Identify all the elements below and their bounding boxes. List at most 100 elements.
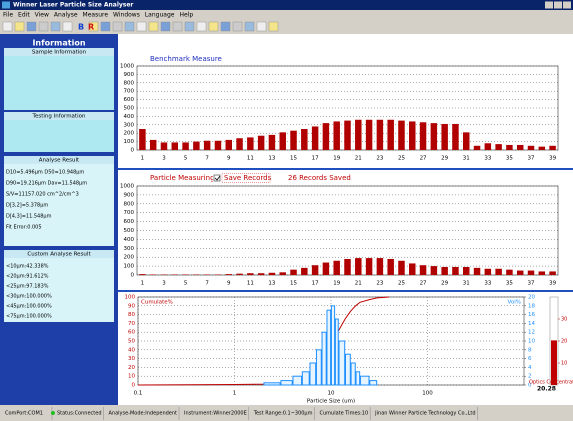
bar [301, 267, 308, 275]
bar [484, 268, 492, 275]
toolbar-button[interactable] [244, 21, 255, 32]
histogram-bar [321, 331, 327, 386]
checkbox[interactable] [213, 174, 221, 182]
histogram-bar [330, 305, 336, 386]
bar [247, 137, 254, 150]
menu-item[interactable]: Windows [113, 12, 140, 19]
separator [118, 168, 573, 170]
records-status: 26 Records Saved [288, 174, 351, 182]
gauge-bar [551, 340, 557, 385]
toolbar-button[interactable] [208, 21, 219, 32]
bar [419, 265, 427, 275]
toolbar-button[interactable] [184, 21, 195, 32]
bar [376, 258, 384, 275]
bar [355, 258, 362, 275]
y-tick-label: 100 [124, 264, 135, 270]
toolbar-button[interactable] [2, 21, 13, 32]
x-tick-label: 23 [376, 281, 383, 287]
menu-item[interactable]: View [35, 12, 49, 19]
x-tick-label: 13 [268, 156, 275, 162]
histogram-bar [338, 340, 346, 386]
minimize-button[interactable] [545, 1, 553, 9]
x-tick-label: 1 [141, 156, 145, 162]
bar [549, 271, 556, 275]
toolbar-button[interactable] [196, 21, 207, 32]
toolbar-button[interactable] [220, 21, 231, 32]
bar [171, 142, 179, 150]
toolbar-button[interactable] [160, 21, 171, 32]
close-button[interactable] [563, 1, 571, 9]
toolbar-button[interactable] [148, 21, 159, 32]
bar [311, 265, 319, 275]
custom-line: <30μm:100.000% [6, 294, 52, 300]
toolbar-button[interactable] [256, 21, 267, 32]
toolbar-button[interactable] [136, 21, 147, 32]
toolbar-button[interactable] [50, 21, 61, 32]
section-title: Sample Information [32, 50, 87, 56]
histogram-bar [369, 380, 378, 386]
y2-tick-label: 8 [528, 347, 532, 353]
charts: Benchmark Measure01002003004005006007008… [120, 55, 573, 405]
menu-item[interactable]: Language [145, 12, 175, 19]
status-item: Jinan Winner Particle Technology Co.,Ltd [374, 411, 475, 417]
bar [506, 144, 513, 150]
toolbar-button[interactable] [268, 21, 279, 32]
toolbar-button[interactable] [124, 21, 135, 32]
toolbar-button[interactable] [100, 21, 111, 32]
y-tick-label: 0 [131, 148, 135, 154]
bar [322, 262, 330, 275]
section-header [4, 112, 114, 120]
toolbar-button[interactable] [88, 21, 99, 32]
y-tick-label: 800 [124, 80, 135, 86]
y-tick-label: 1000 [120, 184, 134, 190]
bar [344, 258, 351, 275]
menu-item[interactable]: Edit [18, 12, 30, 19]
gauge-tick-label: 10 [561, 361, 567, 367]
chart-title: Benchmark Measure [150, 55, 222, 63]
menu-item[interactable]: File [3, 12, 13, 19]
y-tick-label: 0 [131, 273, 135, 279]
status-led [50, 411, 55, 415]
toolbar-button[interactable] [172, 21, 183, 32]
checkbox-label[interactable]: Save Records [224, 174, 272, 182]
bar [538, 271, 546, 275]
toolbar-button[interactable] [14, 21, 25, 32]
bar [279, 272, 286, 275]
y-tick-label: 90 [128, 303, 135, 309]
x-tick-label: 39 [549, 156, 556, 162]
histogram-bar [263, 382, 281, 386]
menu-item[interactable]: Analyse [54, 12, 78, 19]
y2-tick-label: 6 [528, 356, 532, 362]
custom-line: <20μm:91.612% [6, 274, 49, 280]
app-icon [2, 1, 10, 9]
status-bar [0, 406, 573, 421]
x-tick-label: 33 [484, 156, 491, 162]
y2-tick-label: 12 [528, 330, 535, 336]
bar [139, 129, 146, 150]
x-tick-label: 29 [441, 156, 448, 162]
y-tick-label: 60 [128, 330, 135, 336]
toolbar-button[interactable] [112, 21, 123, 32]
y2-tick-label: 4 [528, 365, 532, 371]
maximize-button[interactable] [554, 1, 562, 9]
histogram-bar [309, 362, 317, 386]
bar [441, 266, 448, 275]
status-item: Instrument:Winner2000E [184, 411, 247, 417]
bar [355, 119, 362, 150]
y-tick-label: 900 [124, 192, 135, 198]
toolbar-button[interactable] [26, 21, 37, 32]
toolbar-button[interactable] [38, 21, 49, 32]
custom-line: <10μm:42.338% [6, 264, 49, 270]
x-tick-label: 25 [398, 281, 405, 287]
toolbar-button[interactable] [232, 21, 243, 32]
bar [495, 144, 502, 150]
menu-item[interactable]: Measure [83, 12, 109, 19]
bar [441, 123, 448, 150]
menu-item[interactable]: Help [179, 12, 193, 19]
bar [419, 122, 427, 150]
y2-tick-label: 0 [528, 383, 532, 389]
histogram-bar [280, 380, 293, 386]
bar [257, 273, 265, 275]
toolbar-button[interactable] [62, 21, 73, 32]
